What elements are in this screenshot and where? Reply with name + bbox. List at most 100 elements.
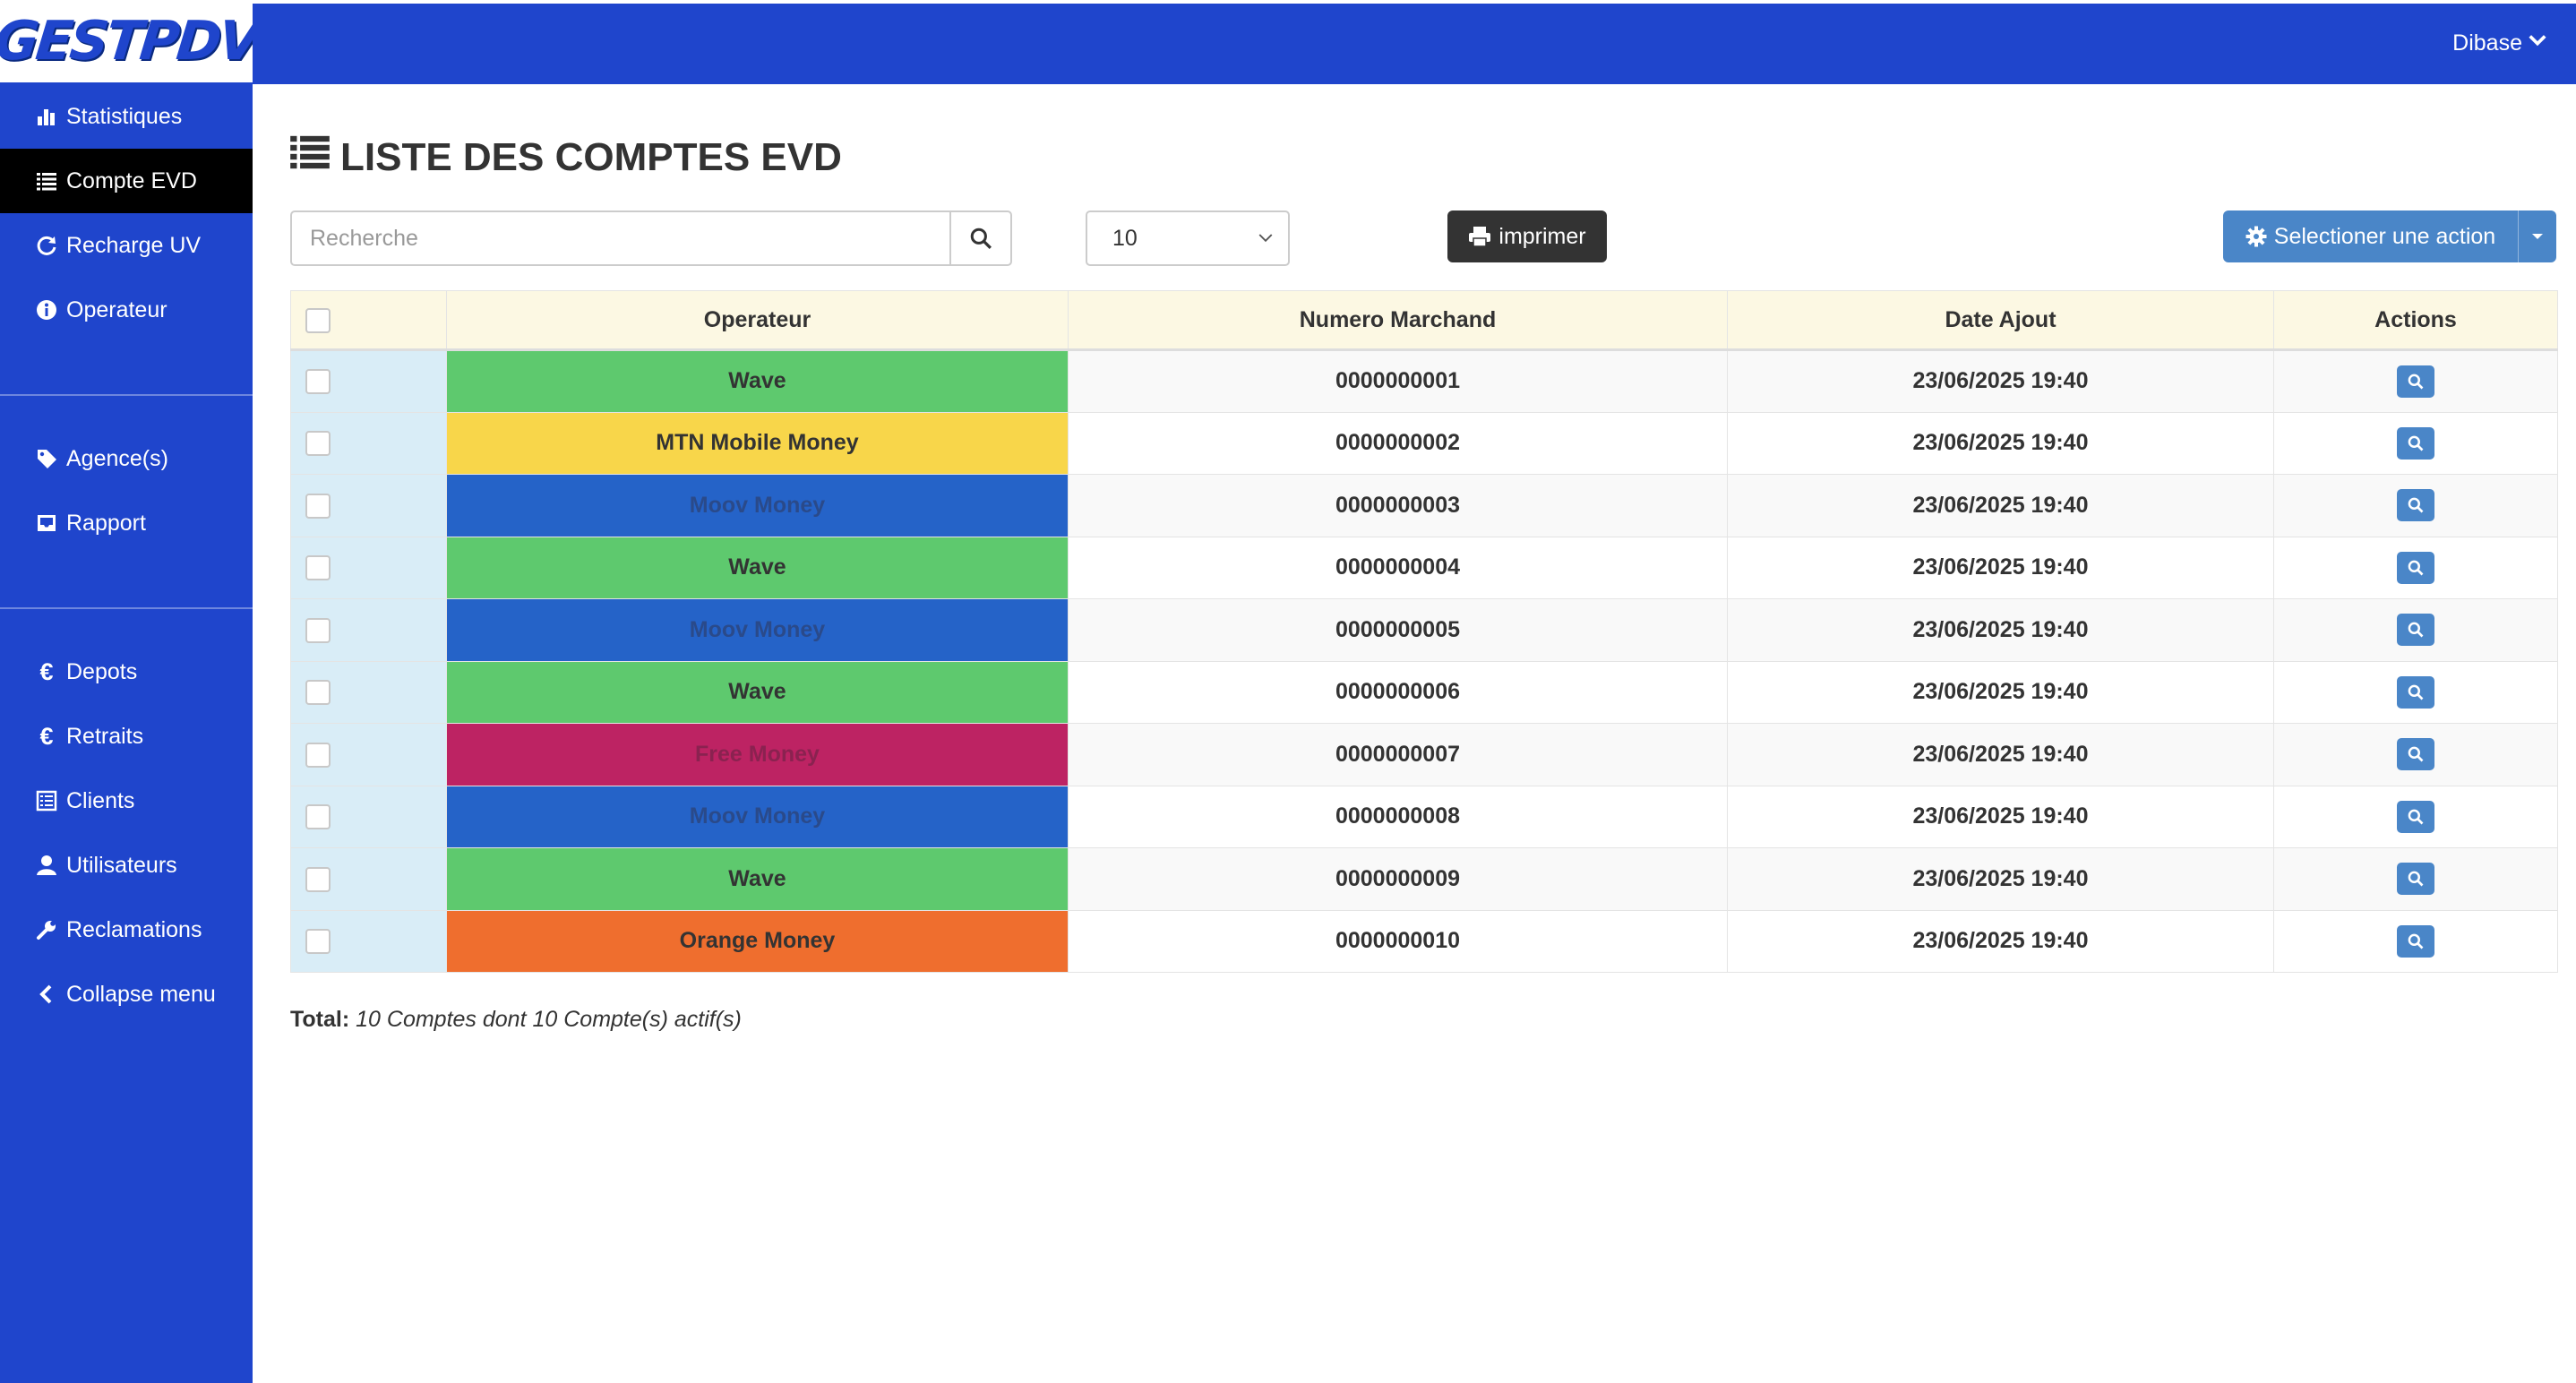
view-details-button[interactable] (2397, 426, 2434, 460)
select-action-button[interactable]: Selectioner une action (2223, 210, 2519, 262)
view-details-button[interactable] (2397, 551, 2434, 584)
date-ajout-cell: 23/06/2025 19:40 (1727, 785, 2274, 848)
search-icon (2408, 684, 2424, 700)
header-date-ajout[interactable]: Date Ajout (1727, 290, 2274, 351)
row-checkbox[interactable] (305, 431, 331, 457)
row-checkbox[interactable] (305, 493, 331, 519)
inbox-icon (34, 511, 59, 536)
print-button-label: imprimer (1498, 223, 1586, 249)
sidebar-item-label: Statistiques (66, 103, 183, 129)
row-checkbox[interactable] (305, 369, 331, 395)
sidebar-item-collapse-menu[interactable]: Collapse menu (0, 962, 253, 1027)
row-checkbox[interactable] (305, 929, 331, 955)
view-details-button[interactable] (2397, 924, 2434, 958)
search-icon (2408, 497, 2424, 513)
numero-marchand-cell: 0000000005 (1068, 598, 1728, 662)
operateur-cell: Moov Money (446, 474, 1069, 537)
row-checkbox[interactable] (305, 866, 331, 892)
view-details-button[interactable] (2397, 675, 2434, 709)
view-details-button[interactable] (2397, 863, 2434, 896)
sidebar-item-clients[interactable]: Clients (0, 769, 253, 833)
euro-icon: € (39, 657, 54, 685)
page-title-text: LISTE DES COMPTES EVD (340, 134, 842, 179)
sidebar-item-rapport[interactable]: Rapport (0, 491, 253, 555)
sidebar-item-statistiques[interactable]: Statistiques (0, 84, 253, 149)
actions-cell (2273, 785, 2558, 848)
sidebar-item-reclamations[interactable]: Reclamations (0, 898, 253, 962)
table-row: Wave 0000000004 23/06/2025 19:40 (290, 536, 2558, 599)
table-header-row: Operateur Numero Marchand Date Ajout Act… (290, 290, 2558, 351)
list-icon (34, 168, 59, 193)
total-label: Total: (290, 1007, 350, 1032)
row-checkbox[interactable] (305, 680, 331, 706)
actions-cell (2273, 723, 2558, 786)
actions-cell (2273, 909, 2558, 973)
search-icon (2408, 435, 2424, 451)
sidebar-divider (0, 607, 253, 609)
top-navbar: Dibase (253, 0, 2576, 84)
caret-down-icon (2532, 234, 2543, 239)
row-select-cell (290, 723, 447, 786)
view-details-button[interactable] (2397, 738, 2434, 771)
row-select-cell (290, 474, 447, 537)
table-row: Wave 0000000009 23/06/2025 19:40 (290, 847, 2558, 911)
search-button[interactable] (949, 210, 1012, 266)
numero-marchand-cell: 0000000001 (1068, 349, 1728, 413)
action-dropdown[interactable]: Selectioner une action (2223, 210, 2556, 262)
row-checkbox[interactable] (305, 804, 331, 830)
row-checkbox[interactable] (305, 617, 331, 643)
info-icon (34, 297, 59, 322)
date-ajout-cell: 23/06/2025 19:40 (1727, 536, 2274, 599)
page-size-value: 10 (1112, 225, 1138, 251)
sidebar-item-label: Operateur (66, 296, 167, 322)
print-button[interactable]: imprimer (1447, 210, 1607, 262)
row-select-cell (290, 660, 447, 724)
search-icon (970, 228, 992, 249)
total-text: 10 Comptes dont 10 Compte(s) actif(s) (356, 1007, 742, 1032)
search-icon (2408, 746, 2424, 762)
search-icon (2408, 933, 2424, 949)
table-row: Moov Money 0000000003 23/06/2025 19:40 (290, 474, 2558, 537)
total-summary: Total: 10 Comptes dont 10 Compte(s) acti… (290, 1007, 742, 1033)
date-ajout-cell: 23/06/2025 19:40 (1727, 660, 2274, 724)
date-ajout-cell: 23/06/2025 19:40 (1727, 909, 2274, 973)
sidebar-item-depots[interactable]: € Depots (0, 640, 253, 704)
sidebar-item-utilisateurs[interactable]: Utilisateurs (0, 833, 253, 898)
page-title: LISTE DES COMPTES EVD (290, 134, 842, 180)
operateur-cell: Wave (446, 536, 1069, 599)
sidebar-item-label: Compte EVD (66, 168, 197, 193)
search-group (290, 210, 1012, 266)
page-size-select[interactable]: 10 (1086, 210, 1290, 266)
numero-marchand-cell: 0000000004 (1068, 536, 1728, 599)
action-dropdown-toggle[interactable] (2519, 210, 2556, 262)
sidebar-item-recharge-uv[interactable]: Recharge UV (0, 213, 253, 278)
row-select-cell (290, 785, 447, 848)
view-details-button[interactable] (2397, 365, 2434, 398)
date-ajout-cell: 23/06/2025 19:40 (1727, 474, 2274, 537)
view-details-button[interactable] (2397, 489, 2434, 522)
header-numero-marchand[interactable]: Numero Marchand (1068, 290, 1728, 351)
select-all-checkbox[interactable] (305, 307, 331, 333)
sidebar: GESTPDV Statistiques Compte EVD Recharge… (0, 0, 261, 1383)
sidebar-item-compte-evd[interactable]: Compte EVD (0, 149, 253, 213)
numero-marchand-cell: 0000000008 (1068, 785, 1728, 848)
wrench-icon (34, 917, 59, 942)
gear-icon (2245, 226, 2267, 247)
view-details-button[interactable] (2397, 800, 2434, 833)
row-checkbox[interactable] (305, 555, 331, 581)
sidebar-item-agences[interactable]: Agence(s) (0, 426, 253, 491)
sidebar-item-operateur[interactable]: Operateur (0, 278, 253, 342)
sidebar-item-label: Retraits (66, 723, 144, 749)
operateur-cell: Wave (446, 847, 1069, 911)
numero-marchand-cell: 0000000010 (1068, 909, 1728, 973)
search-input[interactable] (290, 210, 949, 266)
sidebar-item-retraits[interactable]: € Retraits (0, 704, 253, 769)
header-operateur[interactable]: Operateur (446, 290, 1069, 351)
logo[interactable]: GESTPDV (0, 0, 261, 84)
table-row: Wave 0000000006 23/06/2025 19:40 (290, 660, 2558, 724)
date-ajout-cell: 23/06/2025 19:40 (1727, 349, 2274, 413)
user-menu[interactable]: Dibase (2452, 30, 2547, 56)
view-details-button[interactable] (2397, 614, 2434, 647)
tag-icon (34, 446, 59, 471)
row-checkbox[interactable] (305, 742, 331, 768)
